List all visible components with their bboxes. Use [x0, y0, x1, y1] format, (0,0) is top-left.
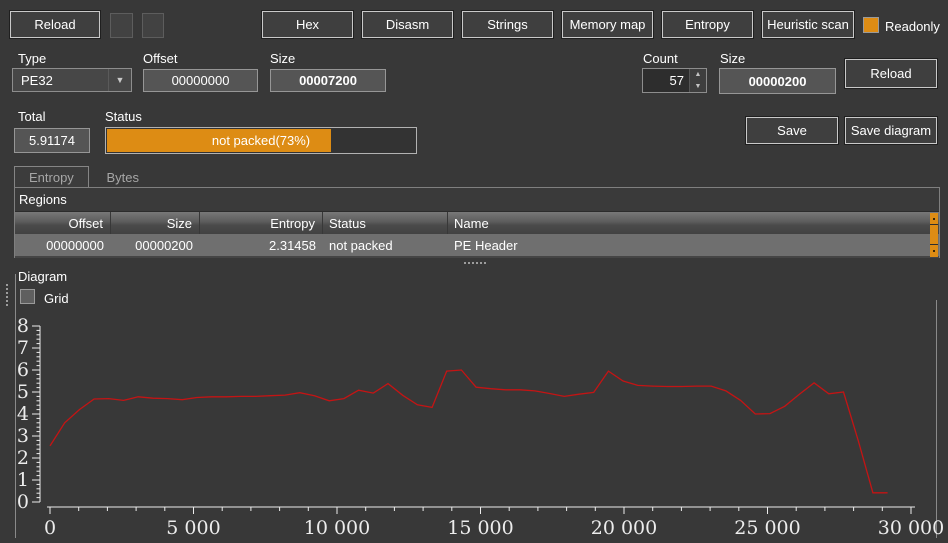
cell-name: PE Header	[454, 237, 518, 253]
count-label: Count	[643, 51, 678, 66]
size-label: Size	[270, 51, 296, 66]
reload-button[interactable]: Reload	[9, 10, 101, 39]
status-progressbar: not packed(73%)	[105, 127, 417, 154]
svg-text:5: 5	[17, 381, 29, 403]
svg-text:20 000: 20 000	[591, 517, 657, 539]
spin-down-icon[interactable]: ▼	[694, 82, 702, 90]
regions-table-header: Offset Size Entropy Status Name	[15, 212, 939, 234]
regions-pane: Regions Offset Size Entropy Status Name …	[14, 187, 940, 258]
total-label: Total	[18, 109, 46, 124]
heuristic-scan-button[interactable]: Heuristic scan	[761, 10, 855, 39]
toolbar-small-button-2[interactable]	[142, 13, 164, 38]
grid-checkbox[interactable]	[20, 289, 35, 304]
save-diagram-button[interactable]: Save diagram	[844, 116, 938, 145]
vertical-splitter[interactable]	[6, 284, 8, 306]
readonly-label: Readonly	[885, 19, 940, 34]
offset-label: Offset	[143, 51, 178, 66]
svg-text:10 000: 10 000	[304, 517, 370, 539]
cell-status: not packed	[329, 237, 393, 253]
tab-entropy[interactable]: Entropy	[14, 166, 89, 187]
save-button[interactable]: Save	[745, 116, 839, 145]
block-size-field[interactable]: 00000200	[719, 68, 836, 94]
table-scrollbar[interactable]	[930, 213, 938, 257]
svg-text:1: 1	[17, 469, 29, 491]
scrollbar-thumb[interactable]	[930, 225, 938, 244]
svg-text:0: 0	[17, 491, 29, 513]
status-label: Status	[105, 109, 142, 124]
readonly-checkbox[interactable]	[863, 17, 879, 33]
progress-fill	[107, 129, 332, 152]
svg-text:5 000: 5 000	[166, 517, 220, 539]
svg-text:0: 0	[44, 517, 56, 539]
toolbar-small-button-1[interactable]	[110, 13, 133, 38]
type-value: PE32	[21, 72, 53, 88]
spin-up-icon[interactable]: ▲	[694, 71, 702, 79]
svg-text:15 000: 15 000	[447, 517, 513, 539]
type-combobox[interactable]: PE32 ▼	[12, 68, 132, 92]
svg-text:7: 7	[17, 337, 29, 359]
offset-field[interactable]: 00000000	[143, 69, 258, 92]
disasm-button[interactable]: Disasm	[361, 10, 454, 39]
column-header-status[interactable]: Status	[323, 212, 448, 234]
entropy-button[interactable]: Entropy	[661, 10, 754, 39]
progress-text: not packed(73%)	[211, 133, 311, 148]
svg-text:25 000: 25 000	[734, 517, 800, 539]
svg-text:4: 4	[17, 403, 29, 425]
memory-map-button[interactable]: Memory map	[561, 10, 654, 39]
diagram-title: Diagram	[18, 269, 68, 284]
reload-secondary-button[interactable]: Reload	[844, 58, 938, 89]
svg-text:6: 6	[17, 359, 29, 381]
total-field[interactable]: 5.91174	[14, 128, 90, 153]
count-spinbox[interactable]: 57 ▲ ▼	[642, 68, 707, 93]
regions-title: Regions	[19, 192, 67, 207]
column-header-name[interactable]: Name	[454, 215, 489, 231]
column-header-offset[interactable]: Offset	[15, 212, 111, 234]
svg-text:3: 3	[17, 425, 29, 447]
column-header-size[interactable]: Size	[111, 212, 200, 234]
type-label: Type	[18, 51, 47, 66]
regions-table: Offset Size Entropy Status Name 00000000…	[15, 211, 939, 258]
cell-size: 00000200	[135, 237, 193, 253]
scrollbar-down-dot	[933, 250, 935, 252]
table-row[interactable]: 00000000 00000200 2.31458 not packed PE …	[15, 234, 939, 256]
svg-text:30 000: 30 000	[878, 517, 944, 539]
column-header-entropy[interactable]: Entropy	[200, 212, 323, 234]
diagram-frame-left	[15, 274, 16, 538]
diagram-frame-right	[936, 300, 937, 538]
cell-offset: 00000000	[46, 237, 104, 253]
block-size-label: Size	[720, 51, 746, 66]
horizontal-splitter[interactable]	[464, 262, 486, 264]
chevron-down-icon[interactable]: ▼	[108, 69, 131, 91]
scrollbar-up-dot	[933, 218, 935, 220]
svg-text:8: 8	[17, 315, 29, 337]
strings-button[interactable]: Strings	[461, 10, 554, 39]
tab-bytes[interactable]: Bytes	[106, 169, 139, 185]
size-field[interactable]: 00007200	[270, 69, 386, 92]
grid-label: Grid	[44, 291, 69, 306]
count-value: 57	[669, 73, 684, 88]
svg-text:2: 2	[17, 447, 29, 469]
tab-bar: Entropy Bytes	[14, 166, 153, 188]
hex-button[interactable]: Hex	[261, 10, 354, 39]
cell-entropy: 2.31458	[269, 237, 316, 253]
